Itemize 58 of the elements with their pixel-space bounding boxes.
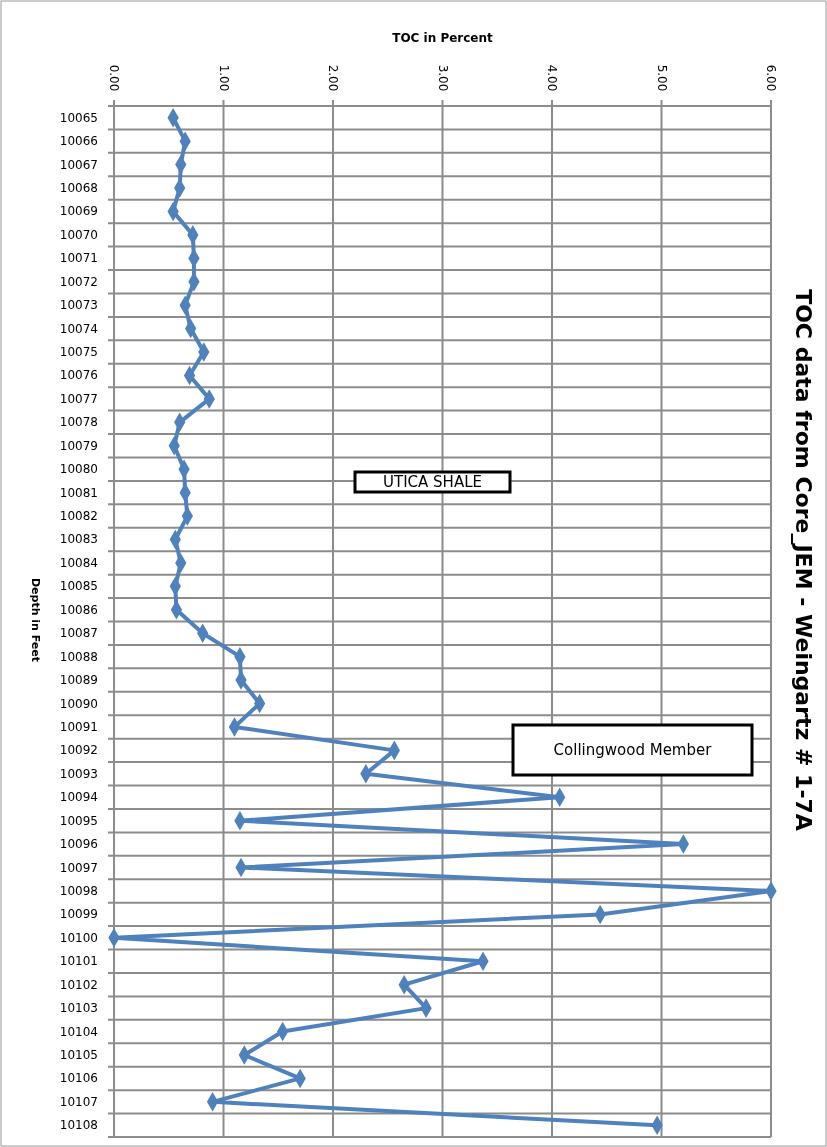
y-tick-label: 10086 <box>59 602 98 617</box>
y-tick-label: 10072 <box>59 274 98 289</box>
y-tick-label: 10091 <box>59 719 98 734</box>
x-tick-label: 5.00 <box>654 64 669 92</box>
y-tick-label: 10107 <box>59 1094 98 1109</box>
y-tick-label: 10076 <box>59 368 98 383</box>
annotation: Collingwood Member <box>553 741 713 759</box>
y-tick-label: 10094 <box>59 790 98 805</box>
y-axis-title: Depth in Feet <box>29 577 42 663</box>
y-tick-label: 10085 <box>59 579 98 594</box>
x-tick-label: 1.00 <box>216 64 231 92</box>
y-tick-label: 10082 <box>59 509 98 524</box>
x-tick-label: 0.00 <box>107 64 121 92</box>
y-tick-label: 10087 <box>59 626 98 641</box>
y-tick-label: 10103 <box>59 1001 98 1016</box>
y-tick-label: 10095 <box>59 813 98 828</box>
y-tick-label: 10098 <box>59 883 98 898</box>
y-tick-label: 10093 <box>59 766 98 781</box>
y-tick-label: 10100 <box>59 930 98 945</box>
y-tick-label: 10065 <box>59 110 98 125</box>
x-tick-label: 3.00 <box>435 64 450 92</box>
y-tick-label: 10101 <box>59 954 98 969</box>
x-tick-label: 2.00 <box>326 64 340 92</box>
y-tick-label: 10078 <box>59 415 98 430</box>
y-tick-label: 10099 <box>59 907 98 922</box>
text-box: UTICA SHALE <box>353 470 512 494</box>
y-tick-label: 10081 <box>59 485 98 500</box>
y-tick-label: 10074 <box>59 321 98 336</box>
y-tick-label: 10090 <box>59 696 98 711</box>
y-tick-label: 10105 <box>59 1047 98 1062</box>
annotation: UTICA SHALE <box>383 473 482 491</box>
y-tick-label: 10092 <box>59 743 98 758</box>
y-tick-label: 10073 <box>59 298 98 313</box>
text-box: Collingwood Member <box>511 723 754 777</box>
y-tick-label: 10083 <box>59 532 98 547</box>
y-tick-label: 10096 <box>59 837 98 852</box>
y-tick-label: 10106 <box>59 1071 98 1086</box>
y-tick-label: 10089 <box>59 673 98 688</box>
y-tick-label: 10079 <box>59 438 98 453</box>
y-tick-label: 10077 <box>59 391 98 406</box>
y-tick-label: 10066 <box>59 134 98 149</box>
x-tick-label: 6.00 <box>764 64 778 92</box>
y-tick-label: 10097 <box>59 860 98 875</box>
text: TOC data from Core_JEM - Weingartz # 1-7A <box>790 289 816 831</box>
y-tick-label: 10069 <box>59 204 98 219</box>
y-tick-label: 10084 <box>59 555 98 570</box>
y-tick-label: 10075 <box>59 345 98 360</box>
y-tick-label: 10068 <box>59 181 98 196</box>
y-tick-label: 10102 <box>59 977 98 992</box>
y-tick-label: 10088 <box>59 649 98 664</box>
y-tick-label: 10067 <box>59 157 98 172</box>
x-axis-title: TOC in Percent <box>392 31 494 45</box>
x-tick-label: 4.00 <box>545 64 559 92</box>
y-tick-label: 10108 <box>59 1118 98 1133</box>
y-tick-label: 10070 <box>59 227 98 242</box>
y-tick-label: 10071 <box>59 251 98 266</box>
y-tick-label: 10104 <box>59 1024 98 1039</box>
y-tick-label: 10080 <box>59 462 98 477</box>
